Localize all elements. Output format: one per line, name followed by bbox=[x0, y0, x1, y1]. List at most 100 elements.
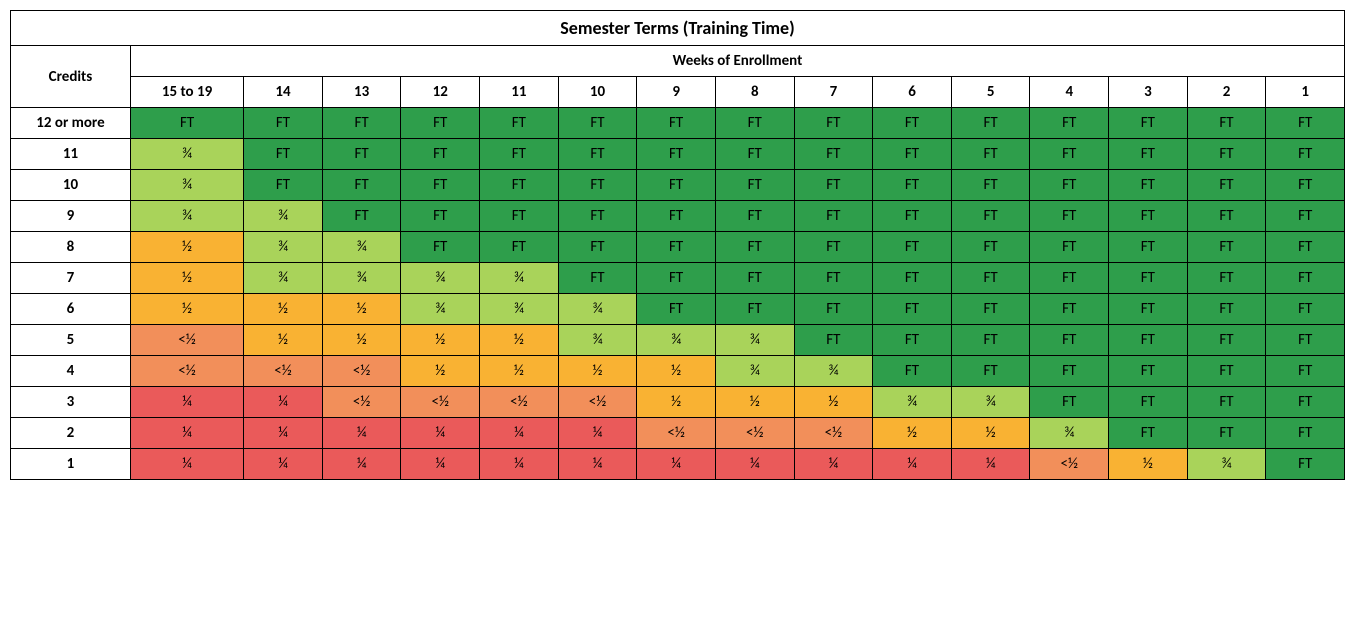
training-cell: <½ bbox=[480, 387, 559, 418]
training-cell: ½ bbox=[637, 356, 716, 387]
training-cell: FT bbox=[951, 232, 1030, 263]
training-cell: ½ bbox=[322, 294, 401, 325]
training-cell: ½ bbox=[715, 387, 794, 418]
training-cell: ¾ bbox=[401, 263, 480, 294]
training-cell: FT bbox=[1187, 418, 1266, 449]
training-cell: ¼ bbox=[873, 449, 952, 480]
training-cell: FT bbox=[873, 108, 952, 139]
table-row: 4<½<½<½½½½½¾¾FTFTFTFTFTFT bbox=[11, 356, 1345, 387]
training-cell: FT bbox=[401, 139, 480, 170]
training-cell: ¾ bbox=[794, 356, 873, 387]
training-cell: ½ bbox=[558, 356, 637, 387]
training-cell: ½ bbox=[244, 294, 323, 325]
training-cell: FT bbox=[130, 108, 243, 139]
training-cell: FT bbox=[1187, 325, 1266, 356]
training-cell: ¾ bbox=[401, 294, 480, 325]
training-cell: ¼ bbox=[715, 449, 794, 480]
training-cell: ½ bbox=[322, 325, 401, 356]
training-cell: FT bbox=[1266, 294, 1345, 325]
training-cell: ¾ bbox=[130, 139, 243, 170]
training-cell: FT bbox=[1109, 108, 1188, 139]
training-cell: FT bbox=[873, 325, 952, 356]
training-cell: ¼ bbox=[401, 449, 480, 480]
training-cell: FT bbox=[794, 139, 873, 170]
training-cell: FT bbox=[1266, 418, 1345, 449]
training-cell: ½ bbox=[401, 325, 480, 356]
training-cell: FT bbox=[715, 170, 794, 201]
training-cell: ½ bbox=[480, 356, 559, 387]
training-cell: FT bbox=[873, 170, 952, 201]
training-cell: FT bbox=[1187, 139, 1266, 170]
training-cell: ¼ bbox=[244, 418, 323, 449]
training-cell: ¼ bbox=[558, 449, 637, 480]
training-cell: FT bbox=[637, 232, 716, 263]
training-cell: FT bbox=[1030, 170, 1109, 201]
training-cell: FT bbox=[951, 356, 1030, 387]
training-cell: FT bbox=[715, 263, 794, 294]
training-cell: FT bbox=[480, 170, 559, 201]
training-cell: FT bbox=[1109, 418, 1188, 449]
training-cell: <½ bbox=[130, 356, 243, 387]
week-header: 1 bbox=[1266, 77, 1345, 108]
training-cell: FT bbox=[873, 356, 952, 387]
training-cell: ¼ bbox=[951, 449, 1030, 480]
training-cell: ¾ bbox=[558, 294, 637, 325]
training-cell: FT bbox=[1266, 232, 1345, 263]
training-cell: FT bbox=[558, 201, 637, 232]
row-label: 8 bbox=[11, 232, 131, 263]
training-cell: FT bbox=[951, 325, 1030, 356]
table-row: 12 or moreFTFTFTFTFTFTFTFTFTFTFTFTFTFTFT bbox=[11, 108, 1345, 139]
training-cell: ¼ bbox=[322, 449, 401, 480]
training-cell: FT bbox=[951, 294, 1030, 325]
training-cell: FT bbox=[1266, 139, 1345, 170]
training-cell: FT bbox=[401, 232, 480, 263]
training-cell: FT bbox=[637, 108, 716, 139]
training-cell: FT bbox=[1030, 108, 1109, 139]
week-header: 9 bbox=[637, 77, 716, 108]
training-cell: <½ bbox=[244, 356, 323, 387]
training-cell: FT bbox=[558, 263, 637, 294]
training-cell: FT bbox=[558, 108, 637, 139]
training-cell: FT bbox=[401, 108, 480, 139]
training-cell: ½ bbox=[130, 294, 243, 325]
training-cell: ¾ bbox=[322, 232, 401, 263]
training-cell: FT bbox=[1030, 263, 1109, 294]
training-cell: FT bbox=[637, 201, 716, 232]
training-cell: ¾ bbox=[558, 325, 637, 356]
training-cell: FT bbox=[1187, 356, 1266, 387]
table-title: Semester Terms (Training Time) bbox=[11, 11, 1345, 46]
training-cell: FT bbox=[1030, 232, 1109, 263]
training-cell: FT bbox=[1266, 449, 1345, 480]
training-time-table: Semester Terms (Training Time) Credits W… bbox=[10, 10, 1345, 480]
training-cell: FT bbox=[244, 108, 323, 139]
training-cell: FT bbox=[1030, 387, 1109, 418]
credits-header: Credits bbox=[11, 46, 131, 108]
training-cell: FT bbox=[794, 201, 873, 232]
training-cell: FT bbox=[1109, 325, 1188, 356]
training-cell: FT bbox=[715, 139, 794, 170]
training-cell: FT bbox=[1187, 108, 1266, 139]
table-row: 7½¾¾¾¾FTFTFTFTFTFTFTFTFTFT bbox=[11, 263, 1345, 294]
week-header: 3 bbox=[1109, 77, 1188, 108]
training-cell: FT bbox=[951, 263, 1030, 294]
training-cell: FT bbox=[322, 108, 401, 139]
table-body: 12 or moreFTFTFTFTFTFTFTFTFTFTFTFTFTFTFT… bbox=[11, 108, 1345, 480]
training-cell: ¾ bbox=[873, 387, 952, 418]
training-cell: FT bbox=[322, 201, 401, 232]
training-cell: FT bbox=[1030, 294, 1109, 325]
training-cell: ¼ bbox=[480, 449, 559, 480]
week-header: 13 bbox=[322, 77, 401, 108]
training-cell: FT bbox=[951, 170, 1030, 201]
week-header: 12 bbox=[401, 77, 480, 108]
table-row: 1¼¼¼¼¼¼¼¼¼¼¼<½½¾FT bbox=[11, 449, 1345, 480]
week-header: 14 bbox=[244, 77, 323, 108]
training-cell: FT bbox=[1109, 263, 1188, 294]
training-cell: FT bbox=[794, 263, 873, 294]
table-row: 10¾FTFTFTFTFTFTFTFTFTFTFTFTFTFT bbox=[11, 170, 1345, 201]
training-cell: FT bbox=[1109, 201, 1188, 232]
training-cell: <½ bbox=[130, 325, 243, 356]
week-header: 8 bbox=[715, 77, 794, 108]
training-cell: FT bbox=[1187, 294, 1266, 325]
training-cell: FT bbox=[1109, 294, 1188, 325]
training-cell: FT bbox=[1266, 263, 1345, 294]
